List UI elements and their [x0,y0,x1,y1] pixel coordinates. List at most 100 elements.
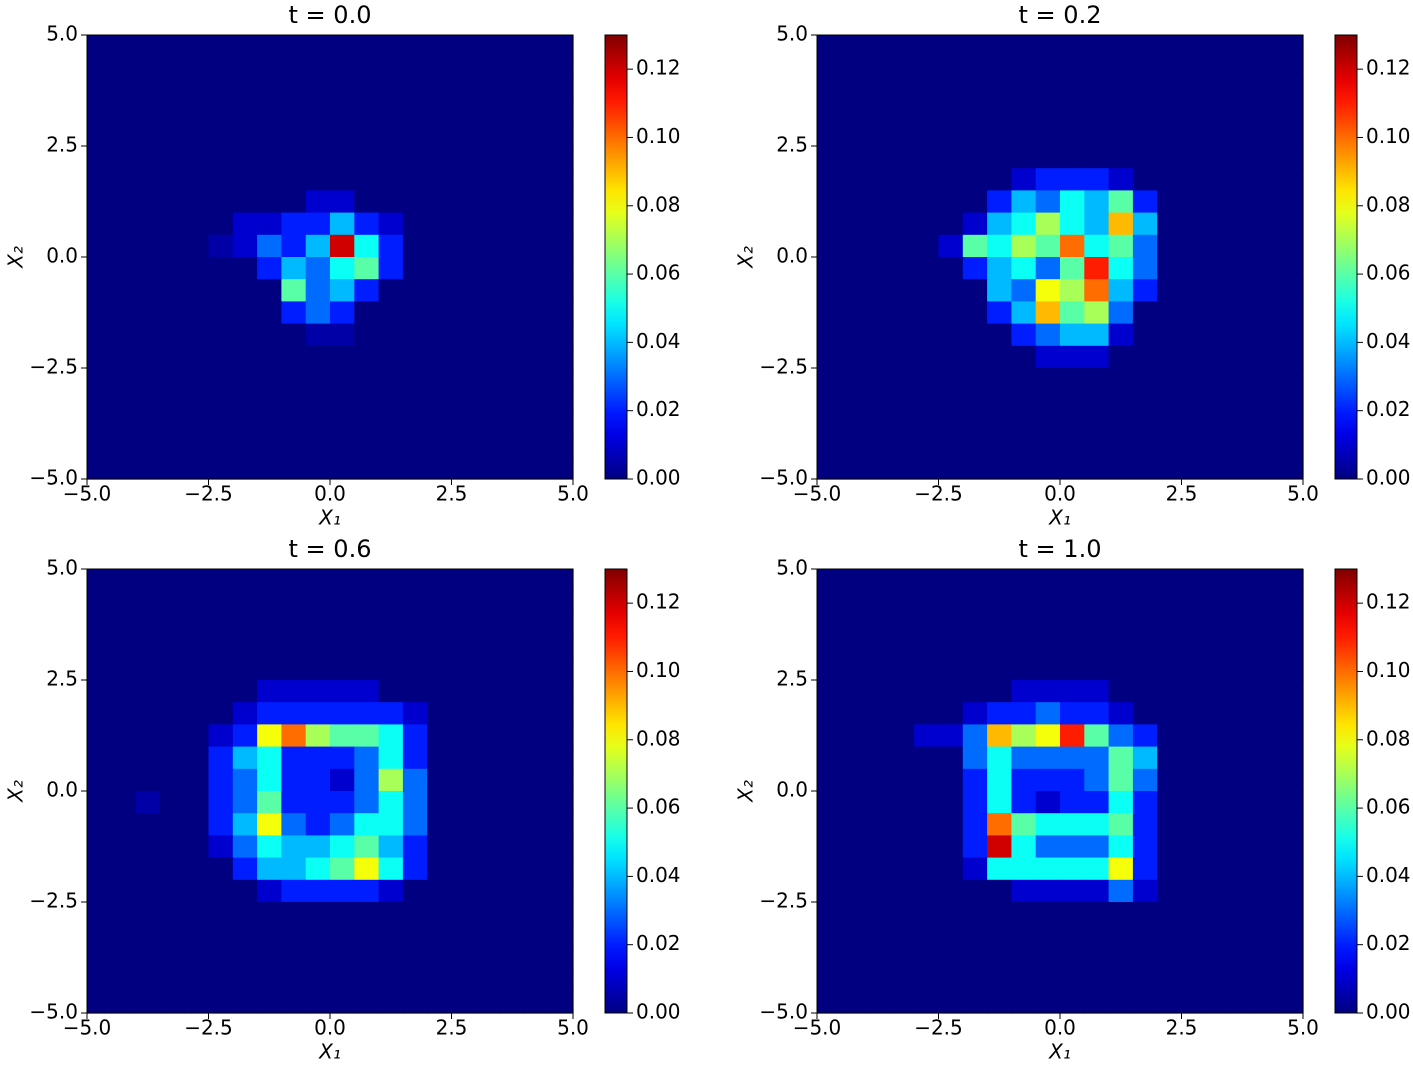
heatmap-cell [889,569,915,592]
heatmap-cell [524,190,550,214]
heatmap-cell [817,390,842,413]
heatmap-cell [111,412,137,436]
heatmap-cell [500,968,525,992]
heatmap-cell [865,323,891,347]
heatmap-cell [475,456,501,480]
heatmap-cell [475,879,501,903]
heatmap-cell [548,79,574,103]
heatmap-cell [208,724,234,748]
heatmap-cell [865,768,891,792]
heatmap-cell [354,257,380,280]
heatmap-cell [135,768,161,792]
colorbar-tick-label: 0.08 [636,192,681,216]
heatmap-cell [500,946,525,970]
heatmap-cell [1060,569,1085,592]
heatmap-cell [865,613,891,637]
heatmap-cell [938,456,964,480]
heatmap-cell [962,190,988,214]
heatmap-cell [1278,35,1304,58]
heatmap-cell [208,613,234,637]
heatmap-cell [962,123,988,147]
heatmap-cell [281,257,307,280]
heatmap-cell [257,680,282,703]
heatmap-cell [1084,257,1110,280]
heatmap-cell [1205,902,1231,925]
heatmap-cell [305,434,331,458]
heatmap-cell [281,190,307,214]
heatmap-cell [500,101,525,125]
heatmap-cell [159,146,185,169]
heatmap-cell [841,323,867,347]
heatmap-cell [548,190,574,214]
heatmap-cell [427,234,453,258]
heatmap-cell [232,591,258,614]
colorbar-tick-label: 0.06 [636,261,681,285]
heatmap-cell [330,680,355,703]
heatmap-cell [281,835,307,859]
heatmap-cell [1230,323,1255,347]
heatmap-cell [817,968,842,992]
heatmap-cell [500,390,525,413]
heatmap-cell [500,257,525,280]
heatmap-cell [427,168,453,191]
heatmap-cell [135,569,161,592]
heatmap-cell [378,35,404,58]
chart-title: t = 0.6 [289,535,372,563]
colorbar-tick-label: 0.04 [636,863,681,887]
heatmap-cell [1060,345,1085,369]
heatmap-cell [987,813,1012,836]
heatmap-cell [87,569,112,592]
heatmap-cell [257,924,282,947]
heatmap-cell [354,990,380,1014]
heatmap-cell [1205,234,1231,258]
heatmap-cell [354,813,380,836]
heatmap-cell [1254,746,1280,770]
heatmap-cell [889,657,915,681]
heatmap-cell [111,990,137,1014]
heatmap-cell [475,680,501,703]
heatmap-cell [500,813,525,836]
heatmap-cell [524,946,550,970]
heatmap-cell [257,613,282,637]
heatmap-cell [451,434,477,458]
heatmap-cell [184,368,210,391]
heatmap-cell [330,657,355,681]
heatmap-cell [135,35,161,58]
heatmap-cell [1132,902,1158,925]
heatmap-cell [475,569,501,592]
heatmap-cell [1157,902,1183,925]
heatmap-cell [330,79,355,103]
heatmap-cell [1157,101,1183,125]
heatmap-cell [257,79,282,103]
heatmap-cell [865,345,891,369]
heatmap-cell [1084,946,1110,970]
heatmap-cell [281,791,307,814]
heatmap-cell [257,946,282,970]
heatmap-cell [548,946,574,970]
heatmap-cell [354,168,380,191]
heatmap-cell [1108,35,1134,58]
heatmap-cell [889,456,915,480]
x-tick-label: 5.0 [1287,482,1319,506]
heatmap-cell [1084,724,1110,748]
heatmap-cell [1278,680,1304,703]
heatmap-cell [354,569,380,592]
heatmap-cell [1254,323,1280,347]
heatmap-cell [1181,746,1207,770]
heatmap-cell [1205,657,1231,681]
heatmap-cell [500,680,525,703]
heatmap-cell [111,813,137,836]
heatmap-cell [451,456,477,480]
colorbar-tick-label: 0.02 [1366,931,1411,955]
heatmap-cell [500,879,525,903]
y-tick-label: 5.0 [776,22,808,46]
heatmap-cell [111,746,137,770]
heatmap-cell [1060,902,1085,925]
heatmap-cell [87,57,112,80]
heatmap-cell [208,412,234,436]
heatmap-cell [987,168,1012,191]
heatmap-cell [500,146,525,169]
colorbar-tick-label: 0.08 [1366,192,1411,216]
heatmap-cell [184,968,210,992]
heatmap-cell [330,412,355,436]
